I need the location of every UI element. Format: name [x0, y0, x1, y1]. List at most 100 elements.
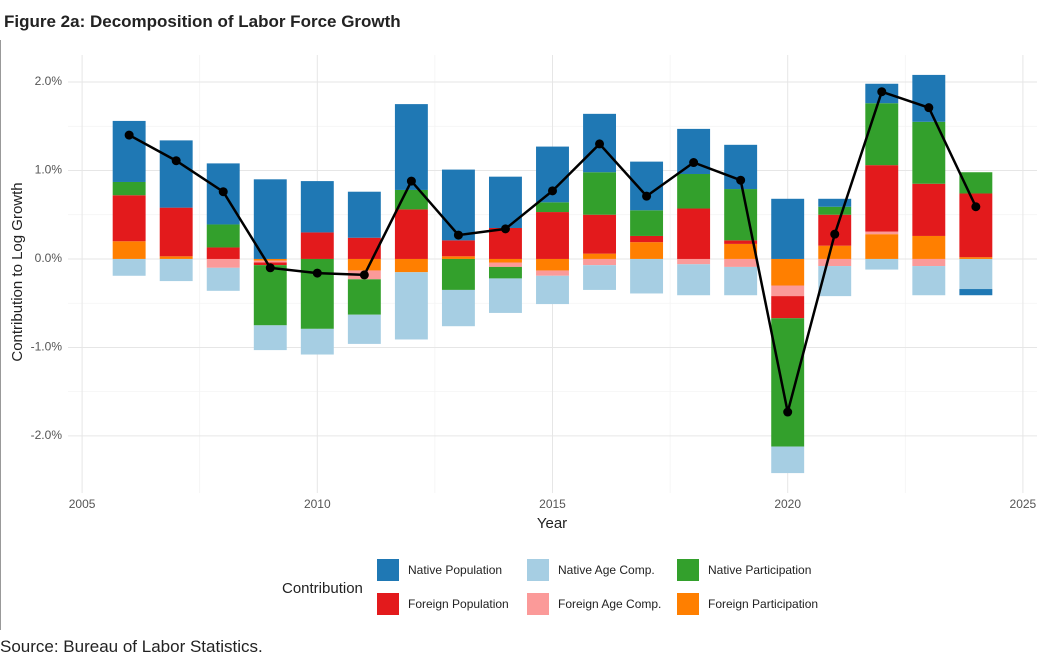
bar-segment	[724, 258, 758, 267]
y-tick-label: 2.0%	[35, 74, 63, 88]
y-tick-label: -1.0%	[31, 340, 63, 354]
bar-segment	[818, 198, 852, 207]
bar-segment	[912, 258, 946, 267]
legend-key	[677, 593, 699, 615]
x-tick-label: 2005	[69, 497, 96, 511]
line-point	[265, 263, 275, 273]
x-tick-label: 2020	[774, 497, 801, 511]
line-point	[218, 187, 228, 197]
legend-key	[527, 559, 549, 581]
bar-segment	[630, 242, 664, 259]
line-point	[830, 229, 840, 239]
bar-segment	[159, 258, 193, 282]
line-point	[171, 156, 181, 166]
bar-segment	[347, 314, 381, 344]
legend-key	[377, 559, 399, 581]
bar-segment	[677, 174, 711, 209]
bar-segment	[536, 270, 569, 276]
x-tick-label: 2025	[1010, 497, 1037, 511]
bar-segment	[912, 183, 946, 236]
line-point	[689, 158, 699, 168]
bar-segment	[536, 202, 569, 213]
line-point	[359, 270, 369, 280]
line-point	[783, 407, 793, 417]
bar-segment	[536, 258, 569, 271]
bar-segment	[394, 209, 428, 259]
line-point	[736, 175, 746, 185]
bar-segment	[441, 169, 475, 241]
bar-segment	[771, 318, 805, 447]
y-tick-label: 0.0%	[35, 251, 63, 265]
line-point	[971, 202, 981, 212]
bar-segment	[583, 258, 617, 266]
bar-segment	[865, 258, 899, 270]
line-point	[548, 186, 557, 196]
bar-segment	[206, 267, 240, 291]
bar-segment	[865, 231, 899, 235]
bar-segment	[394, 258, 428, 273]
bar-segment	[677, 258, 711, 265]
y-tick-label: 1.0%	[35, 163, 63, 177]
bar-segment	[253, 260, 287, 263]
bar-segment	[347, 191, 381, 238]
bar-segment	[912, 235, 946, 259]
bar-segment	[253, 179, 287, 259]
bar-segment	[253, 325, 287, 351]
bar-segment	[112, 258, 146, 276]
y-axis-title: Contribution to Log Growth	[9, 182, 26, 361]
legend-title: Contribution	[282, 580, 363, 597]
bar-segment	[818, 245, 852, 259]
bar-segment	[206, 224, 240, 248]
bar-segment	[865, 234, 899, 259]
bar-segment	[583, 214, 617, 254]
legend-label: Native Participation	[708, 563, 811, 577]
bar-segment	[441, 258, 475, 290]
bar-segment	[112, 181, 146, 196]
bar-segment	[677, 208, 711, 259]
bar-segment	[441, 240, 475, 257]
line-point	[877, 87, 887, 97]
bar-segment	[488, 258, 522, 263]
line-point	[924, 103, 934, 113]
bar-segment	[536, 212, 569, 259]
bar-segment	[347, 237, 381, 259]
x-tick-label: 2010	[304, 497, 331, 511]
line-point	[595, 139, 605, 149]
bar-segment	[959, 258, 993, 290]
bar-segment	[818, 258, 852, 267]
bar-segment	[771, 285, 805, 297]
bar-segment	[912, 266, 946, 296]
bar-segment	[159, 207, 193, 257]
x-tick-label: 2015	[539, 497, 566, 511]
line-point	[312, 268, 322, 278]
line-point	[453, 230, 463, 240]
bar-segment	[394, 272, 428, 340]
bar-segment	[912, 74, 946, 122]
bar-segment	[959, 289, 993, 296]
legend-key	[677, 559, 699, 581]
bar-segment	[300, 181, 334, 233]
bar-segment	[253, 258, 287, 261]
legend-label: Native Population	[408, 563, 502, 577]
bar-segment	[771, 446, 805, 474]
bar-segment	[394, 104, 428, 190]
bar-segment	[771, 296, 805, 319]
x-axis-title: Year	[537, 515, 567, 532]
line-point	[406, 176, 416, 186]
bar-segment	[347, 279, 381, 315]
bar-segment	[159, 140, 193, 208]
bar-segment	[112, 120, 146, 182]
bar-segment	[488, 278, 522, 313]
bar-segment	[959, 257, 993, 259]
bar-segment	[206, 247, 240, 259]
bar-segment	[630, 210, 664, 236]
bar-segment	[300, 232, 334, 259]
bar-segment	[206, 258, 240, 268]
bar-segment	[488, 262, 522, 267]
bar-segment	[724, 243, 758, 259]
bar-segment	[724, 266, 758, 296]
legend-key	[527, 593, 549, 615]
bar-segment	[771, 198, 805, 259]
line-point	[124, 130, 134, 140]
bar-segment	[771, 258, 805, 286]
